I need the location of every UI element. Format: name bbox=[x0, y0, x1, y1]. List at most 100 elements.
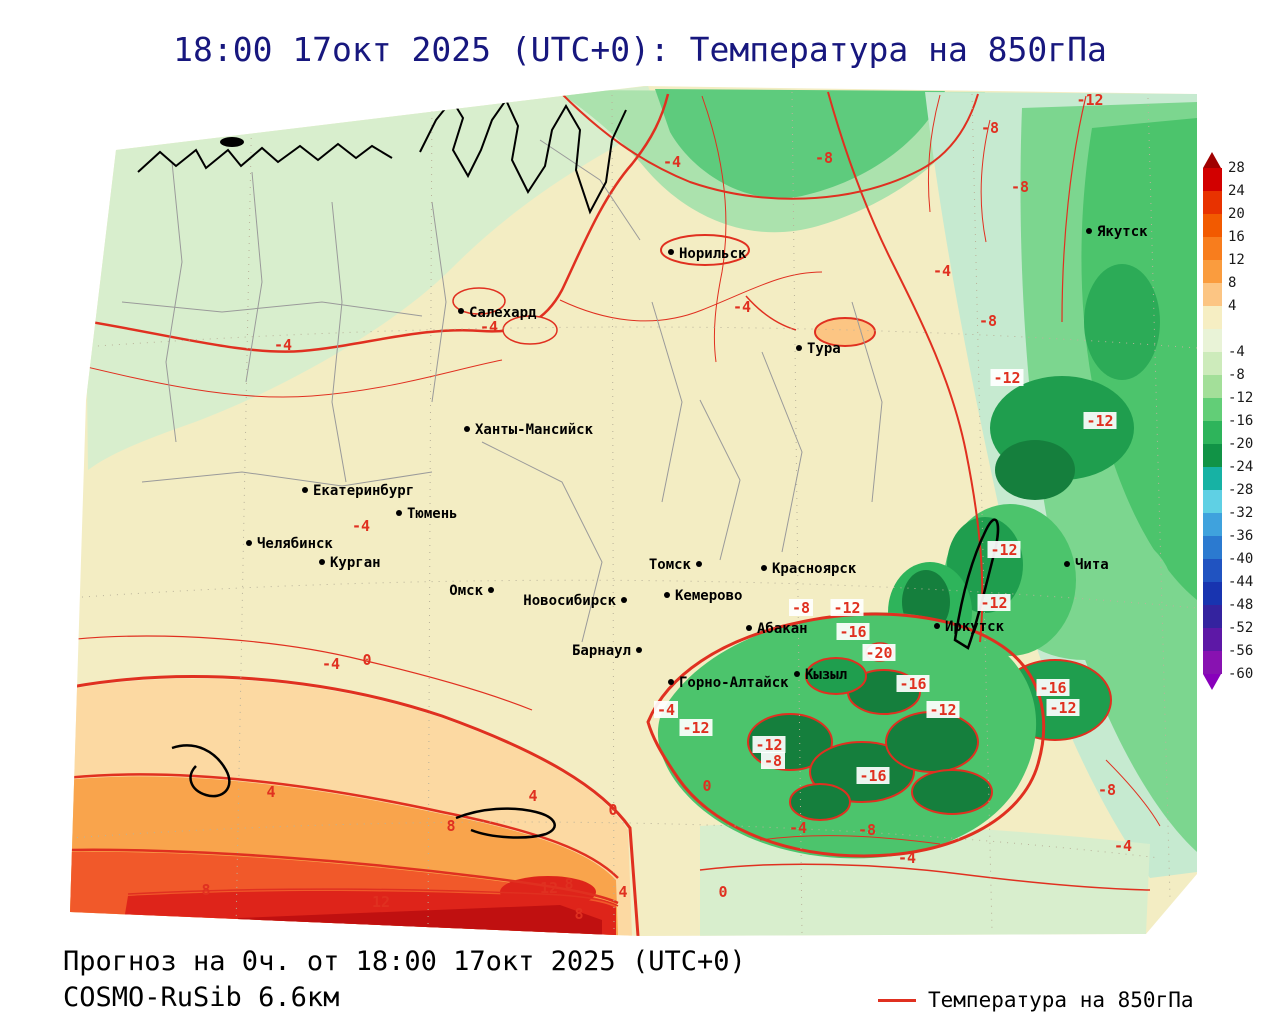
city-marker-group: Салехард bbox=[458, 305, 537, 321]
city-label: Иркутск bbox=[945, 619, 1005, 635]
contour-label: -8 bbox=[858, 821, 876, 839]
contour-label: -16 bbox=[836, 623, 870, 641]
contour-label-text: -4 bbox=[274, 336, 292, 354]
city-marker-group: Ханты-Мансийск bbox=[464, 422, 594, 438]
colorbar-label: -56 bbox=[1228, 643, 1254, 659]
city-marker-group: Чита bbox=[1064, 557, 1109, 573]
city-dot bbox=[464, 426, 470, 432]
city-dot bbox=[668, 679, 674, 685]
colorbar-cell bbox=[1203, 467, 1222, 490]
city-marker-group: Новосибирск bbox=[523, 593, 627, 609]
cities-layer: Норильск Салехард Тура Ханты-Мансийск Екатер… bbox=[246, 224, 1148, 691]
city-marker-group: Екатеринбург bbox=[302, 483, 414, 499]
contour-label-text: -12 bbox=[833, 599, 860, 617]
contour-label: -4 bbox=[352, 517, 370, 535]
model-caption: COSMO-RuSib 6.6км bbox=[63, 982, 340, 1013]
contour-label-text: -4 bbox=[789, 819, 807, 837]
colorbar-label: -32 bbox=[1228, 505, 1254, 521]
contour-label-text: -4 bbox=[898, 849, 916, 867]
contour-label-text: -4 bbox=[733, 298, 751, 316]
colorbar: 28 24 20 16 12 8 4 -4 -8 -12 -16 -20 -24 -28 -32 -36 -40… bbox=[1203, 152, 1253, 690]
contour-label: -16 bbox=[896, 675, 930, 693]
city-marker-group: Якутск bbox=[1086, 224, 1148, 240]
colorbar-label: -20 bbox=[1228, 436, 1254, 452]
contour-lines bbox=[70, 91, 1161, 936]
city-marker-group: Курган bbox=[319, 555, 381, 571]
contour-label: 0 bbox=[362, 651, 371, 669]
contour-label-text: -8 bbox=[981, 119, 999, 137]
graticule bbox=[70, 87, 1197, 935]
contour-label-text: 12 bbox=[372, 893, 390, 911]
colorbar-arrow-bottom bbox=[1203, 674, 1221, 690]
contour-label: 12 bbox=[372, 893, 390, 911]
contour-label: 8 bbox=[201, 881, 210, 899]
colorbar-cell bbox=[1203, 628, 1222, 651]
city-dot bbox=[746, 625, 752, 631]
colorbar-cell bbox=[1203, 582, 1222, 605]
contour-label: -12 bbox=[830, 599, 864, 617]
contour-label: -4 bbox=[480, 318, 498, 336]
contour-label-text: -8 bbox=[858, 821, 876, 839]
contour-label-text: -8 bbox=[1011, 178, 1029, 196]
colorbar-label: 28 bbox=[1228, 160, 1245, 176]
contour-label-text: 12 bbox=[540, 879, 558, 897]
city-dot bbox=[794, 671, 800, 677]
contour-label: -8 bbox=[1098, 781, 1116, 799]
city-marker-group: Иркутск bbox=[934, 619, 1005, 635]
contour-label-text: 8 bbox=[201, 881, 210, 899]
city-marker-group: Кемерово bbox=[664, 588, 742, 604]
colorbar-label: 4 bbox=[1228, 298, 1237, 314]
contour-label-text: -8 bbox=[792, 599, 810, 617]
city-dot bbox=[696, 561, 702, 567]
contour-label: -4 bbox=[789, 819, 807, 837]
city-marker-group: Абакан bbox=[746, 621, 808, 637]
colorbar-label: 8 bbox=[1228, 275, 1237, 291]
city-label: Кызыл bbox=[805, 667, 847, 683]
contour-label-text: -12 bbox=[682, 719, 709, 737]
city-marker-group: Барнаул bbox=[572, 643, 642, 659]
city-marker-group: Тюмень bbox=[396, 506, 458, 522]
contour-label: 8 bbox=[564, 875, 573, 893]
contour-label-text: -20 bbox=[865, 644, 892, 662]
contour-label-text: -4 bbox=[657, 701, 675, 719]
contour-label-text: -12 bbox=[1076, 91, 1103, 109]
contour-label: -16 bbox=[856, 767, 890, 785]
city-label: Тюмень bbox=[407, 506, 458, 522]
contour-label: -12 bbox=[977, 594, 1011, 612]
contour-label-text: -8 bbox=[815, 149, 833, 167]
city-dot bbox=[302, 487, 308, 493]
city-dot bbox=[636, 647, 642, 653]
city-dot bbox=[761, 565, 767, 571]
contour-label: -8 bbox=[979, 312, 997, 330]
city-label: Курган bbox=[330, 555, 381, 571]
colorbar-cell bbox=[1203, 237, 1222, 260]
contour-label-text: -4 bbox=[933, 262, 951, 280]
city-label: Норильск bbox=[679, 246, 747, 262]
contour-label-text: 8 bbox=[446, 817, 455, 835]
city-marker-group: Горно-Алтайск bbox=[668, 675, 789, 691]
contour-label: 8 bbox=[574, 905, 583, 923]
contour-label: -12 bbox=[679, 719, 713, 737]
colorbar-cell bbox=[1203, 444, 1222, 467]
contour-label: -12 bbox=[1046, 699, 1080, 717]
contour-label: -12 bbox=[987, 541, 1021, 559]
contour-label: -12 bbox=[752, 736, 786, 754]
colorbar-arrow-top bbox=[1203, 152, 1221, 168]
colorbar-label: -4 bbox=[1228, 344, 1245, 360]
colorbar-label: -48 bbox=[1228, 597, 1254, 613]
colorbar-cell bbox=[1203, 421, 1222, 444]
colorbar-label: -12 bbox=[1228, 390, 1254, 406]
contour-label-text: -4 bbox=[352, 517, 370, 535]
contour-label-text: 8 bbox=[564, 875, 573, 893]
contour-label-text: 0 bbox=[702, 777, 711, 795]
colorbar-cell bbox=[1203, 559, 1222, 582]
colorbar-cell bbox=[1203, 214, 1222, 237]
terrain-layer bbox=[70, 86, 1197, 936]
contour-label: -8 bbox=[761, 752, 785, 770]
city-dot bbox=[796, 345, 802, 351]
contour-label-text: -8 bbox=[764, 752, 782, 770]
contour-label-text: 8 bbox=[574, 905, 583, 923]
contour-label-text: -4 bbox=[322, 655, 340, 673]
